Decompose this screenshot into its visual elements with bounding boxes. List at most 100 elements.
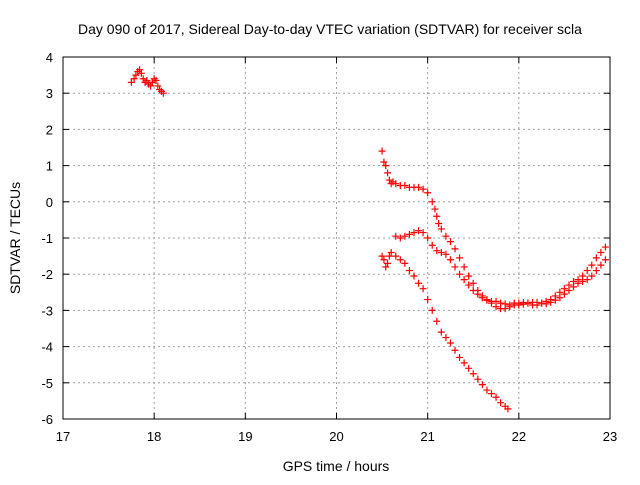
data-point [501, 300, 509, 308]
data-point [415, 227, 423, 235]
data-point [588, 261, 596, 269]
data-point [565, 286, 573, 294]
data-point [465, 281, 473, 289]
data-point [431, 205, 439, 213]
data-point [435, 220, 443, 228]
data-point [136, 66, 144, 74]
y-tick-label: 4 [46, 50, 53, 65]
data-point [437, 225, 445, 233]
data-point [141, 78, 149, 86]
data-point [380, 158, 388, 166]
data-point [451, 346, 459, 354]
data-point [497, 299, 505, 307]
series-arc-4 [378, 248, 512, 413]
data-point [143, 77, 151, 85]
data-point [127, 78, 135, 86]
data-point [378, 147, 386, 155]
data-point [551, 296, 559, 304]
data-point [560, 290, 568, 298]
data-point [405, 267, 413, 275]
data-point [150, 75, 158, 83]
data-point [405, 230, 413, 238]
data-point [547, 298, 555, 306]
data-point [419, 229, 427, 237]
x-tick-label: 23 [603, 429, 617, 444]
data-point [538, 299, 546, 307]
data-points [127, 66, 609, 413]
data-point [380, 256, 388, 264]
data-point [396, 256, 404, 264]
data-point [130, 75, 138, 83]
x-tick-label: 19 [238, 429, 252, 444]
data-point [456, 353, 464, 361]
data-point [387, 248, 395, 256]
data-point [579, 277, 587, 285]
data-point [478, 294, 486, 302]
y-tick-label: -1 [41, 231, 53, 246]
data-point [154, 82, 162, 90]
data-point [428, 241, 436, 249]
y-tick-label: 2 [46, 122, 53, 137]
data-point [442, 334, 450, 342]
data-point [442, 250, 450, 258]
y-tick-label: -2 [41, 267, 53, 282]
data-point [139, 75, 147, 83]
data-point [137, 69, 145, 77]
data-point [419, 185, 427, 193]
x-tick-label: 18 [147, 429, 161, 444]
data-point [474, 290, 482, 298]
data-point [401, 182, 409, 190]
y-tick-label: 0 [46, 195, 53, 210]
data-point [424, 189, 432, 197]
data-point [145, 80, 153, 88]
data-point [542, 300, 550, 308]
data-point [384, 169, 392, 177]
data-point [392, 252, 400, 260]
data-point [497, 399, 505, 407]
data-point [478, 381, 486, 389]
data-point [601, 243, 609, 251]
data-point [570, 283, 578, 291]
data-point [465, 272, 473, 280]
data-point [132, 71, 140, 79]
data-point [396, 234, 404, 242]
data-point [428, 198, 436, 206]
y-tick-label: 1 [46, 159, 53, 174]
data-point [152, 77, 160, 85]
data-point [601, 256, 609, 264]
data-point [469, 370, 477, 378]
y-tick-label: -3 [41, 303, 53, 318]
data-point [556, 294, 564, 302]
data-point [437, 248, 445, 256]
data-point [433, 247, 441, 255]
data-point [410, 272, 418, 280]
x-axis-title: GPS time / hours [283, 458, 390, 474]
data-point [385, 252, 393, 260]
data-point [156, 86, 164, 94]
data-point [469, 279, 477, 287]
data-point [134, 67, 142, 75]
y-tick-label: 3 [46, 86, 53, 101]
data-point [483, 386, 491, 394]
data-point [592, 267, 600, 275]
data-point [442, 232, 450, 240]
y-tick-label: -4 [41, 340, 53, 355]
data-point [401, 259, 409, 267]
data-point [597, 261, 605, 269]
chart-title: Day 090 of 2017, Sidereal Day-to-day VTE… [78, 21, 582, 37]
data-point [428, 306, 436, 314]
x-tick-label: 22 [512, 429, 526, 444]
data-point [460, 276, 468, 284]
data-point [456, 254, 464, 262]
data-point [437, 328, 445, 336]
data-point [483, 296, 491, 304]
data-point [515, 301, 523, 309]
x-tick-label: 21 [420, 429, 434, 444]
data-point [378, 252, 386, 260]
data-point [504, 405, 512, 413]
gridlines [63, 57, 610, 419]
data-point [157, 87, 165, 95]
data-point [583, 267, 591, 275]
